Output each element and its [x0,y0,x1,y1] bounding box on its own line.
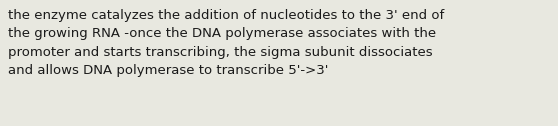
Text: the enzyme catalyzes the addition of nucleotides to the 3' end of
the growing RN: the enzyme catalyzes the addition of nuc… [8,9,445,77]
